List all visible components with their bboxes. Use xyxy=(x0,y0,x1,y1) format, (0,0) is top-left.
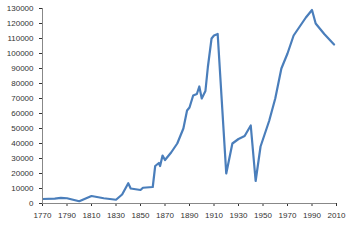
svg-text:110000: 110000 xyxy=(7,34,34,43)
svg-text:1810: 1810 xyxy=(83,211,101,220)
svg-text:1790: 1790 xyxy=(58,211,76,220)
svg-text:1930: 1930 xyxy=(230,211,248,220)
svg-text:80000: 80000 xyxy=(11,79,34,88)
svg-text:90000: 90000 xyxy=(11,64,34,73)
svg-text:1950: 1950 xyxy=(254,211,272,220)
svg-text:1890: 1890 xyxy=(181,211,199,220)
svg-text:60000: 60000 xyxy=(11,109,34,118)
svg-text:70000: 70000 xyxy=(11,94,34,103)
svg-text:10000: 10000 xyxy=(11,184,34,193)
svg-text:1990: 1990 xyxy=(303,211,321,220)
svg-text:30000: 30000 xyxy=(11,154,34,163)
svg-text:1770: 1770 xyxy=(34,211,52,220)
svg-text:1870: 1870 xyxy=(156,211,174,220)
svg-text:1830: 1830 xyxy=(107,211,125,220)
svg-text:130000: 130000 xyxy=(7,4,34,13)
svg-text:1910: 1910 xyxy=(205,211,223,220)
svg-text:100000: 100000 xyxy=(7,49,34,58)
svg-text:120000: 120000 xyxy=(7,19,34,28)
svg-text:50000: 50000 xyxy=(11,124,34,133)
svg-text:20000: 20000 xyxy=(11,169,34,178)
svg-text:1850: 1850 xyxy=(132,211,150,220)
svg-text:40000: 40000 xyxy=(11,139,34,148)
svg-text:2010: 2010 xyxy=(328,211,346,220)
svg-text:0: 0 xyxy=(29,199,34,208)
svg-text:1970: 1970 xyxy=(279,211,297,220)
